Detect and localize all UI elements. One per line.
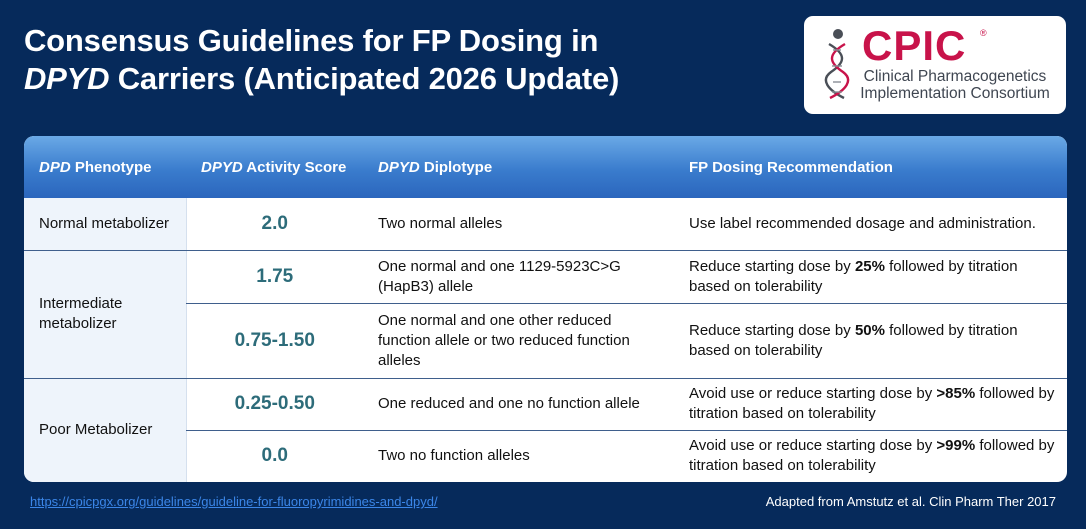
activity-score-cell: 2.0 (185, 198, 363, 251)
diplotype-cell: One reduced and one no function allele (363, 378, 674, 431)
table-row: Intermediate metabolizer 1.75 One normal… (24, 250, 1067, 379)
logo-subtitle-line-2: Implementation Consortium (860, 85, 1050, 102)
logo-wordmark: CPIC (862, 22, 967, 69)
title-line-1: Consensus Guidelines for FP Dosing in (24, 23, 599, 58)
activity-score-cell: 0.75-1.50 (185, 303, 363, 379)
header-activity-score: DPYD Activity Score (186, 136, 363, 198)
logo-subtitle: Clinical Pharmacogenetics Implementation… (850, 68, 1060, 102)
recommendation-cell: Use label recommended dosage and adminis… (674, 198, 1067, 251)
header-diplotype: DPYD Diplotype (363, 136, 674, 198)
title-gene: DPYD (24, 61, 110, 96)
activity-score-cell: 0.0 (185, 430, 363, 482)
recommendation-cell: Reduce starting dose by 50% followed by … (674, 303, 1067, 379)
diplotype-cell: Two normal alleles (363, 198, 674, 251)
source-note: Adapted from Amstutz et al. Clin Pharm T… (765, 494, 1056, 509)
diplotype-cell: One normal and one 1129-5923C>G (HapB3) … (363, 250, 674, 304)
header-phenotype: DPD Phenotype (24, 136, 186, 198)
table-header-row: DPD Phenotype DPYD Activity Score DPYD D… (24, 136, 1067, 198)
diplotype-cell: Two no function alleles (378, 447, 530, 465)
activity-score-cell: 0.25-0.50 (185, 378, 363, 431)
phenotype-cell: Poor Metabolizer (24, 378, 186, 482)
diplotype-cell: One normal and one other reduced functio… (363, 303, 674, 379)
cpic-logo: CPIC ® Clinical Pharmacogenetics Impleme… (804, 16, 1066, 114)
table-row: 0.75-1.50 One normal and one other reduc… (24, 303, 1067, 379)
guideline-link[interactable]: https://cpicpgx.org/guidelines/guideline… (30, 494, 438, 509)
recommendation-cell: Avoid use or reduce starting dose by >85… (674, 378, 1067, 431)
table-row: Normal metabolizer 2.0 Two normal allele… (24, 198, 1067, 251)
logo-subtitle-line-1: Clinical Pharmacogenetics (863, 68, 1047, 85)
table-row: 0.0 Two no function alleles Avoid use or… (24, 430, 1067, 482)
logo-registered-mark: ® (980, 28, 987, 38)
table-row: Poor Metabolizer 0.25-0.50 One reduced a… (24, 378, 1067, 482)
recommendation-cell: Avoid use or reduce starting dose by >99… (689, 437, 1055, 475)
dna-person-icon (824, 29, 850, 100)
activity-score-cell: 1.75 (185, 250, 363, 304)
dosing-table: DPD Phenotype DPYD Activity Score DPYD D… (24, 136, 1067, 482)
phenotype-cell: Intermediate metabolizer (24, 250, 186, 379)
page-title: Consensus Guidelines for FP Dosing in DP… (24, 22, 619, 98)
phenotype-cell: Normal metabolizer (24, 198, 186, 251)
recommendation-cell: Reduce starting dose by 25% followed by … (674, 250, 1067, 304)
title-line-2: DPYD Carriers (Anticipated 2026 Update) (24, 60, 619, 98)
title-line-2-rest: Carriers (Anticipated 2026 Update) (109, 61, 620, 96)
header-recommendation: FP Dosing Recommendation (674, 136, 1067, 198)
